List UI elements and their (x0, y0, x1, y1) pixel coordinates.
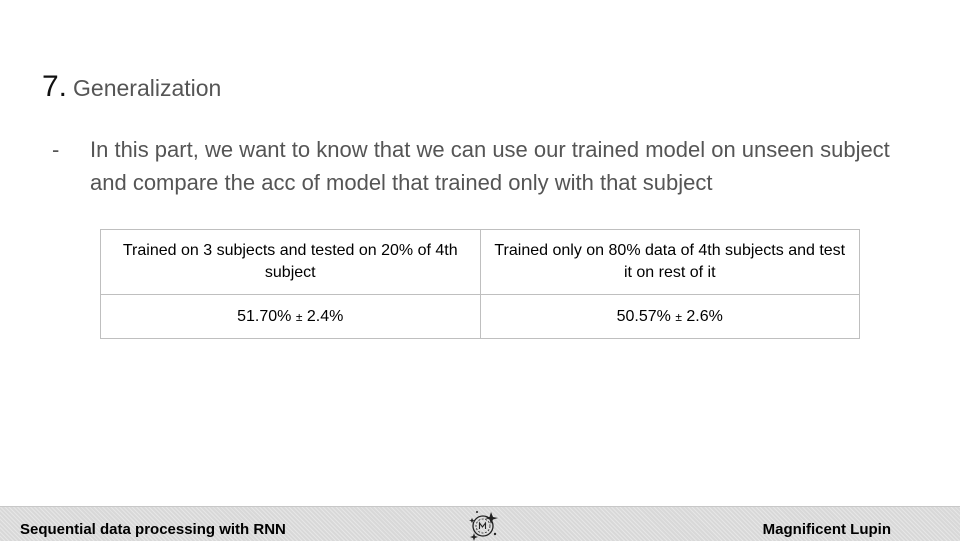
table-cell: 51.70% ± 2.4% (100, 294, 481, 339)
bullet-text: In this part, we want to know that we ca… (90, 137, 890, 195)
table-header-row: Trained on 3 subjects and tested on 20% … (100, 229, 860, 295)
accuracy-error: 2.6% (686, 307, 723, 325)
slide-title: 7. Generalization (42, 70, 221, 104)
footer-author: Magnificent Lupin (762, 521, 891, 538)
accuracy-value: 50.57% (616, 307, 671, 325)
table-header-cell: Trained on 3 subjects and tested on 20% … (100, 229, 481, 295)
table-cell: 50.57% ± 2.6% (479, 294, 860, 339)
plus-minus-sign: ± (295, 309, 303, 324)
footer-presentation-title: Sequential data processing with RNN (20, 521, 286, 538)
table-row: 51.70% ± 2.4% 50.57% ± 2.6% (100, 294, 860, 339)
table-header-cell: Trained only on 80% data of 4th subjects… (479, 229, 860, 295)
accuracy-value: 51.70% (237, 307, 292, 325)
section-number: 7. (42, 70, 68, 103)
bullet-marker: - (52, 137, 60, 162)
accuracy-error: 2.4% (306, 307, 344, 325)
plus-minus-sign: ± (675, 309, 682, 324)
lupin-logo-icon (469, 511, 498, 541)
results-table: Trained on 3 subjects and tested on 20% … (100, 229, 860, 339)
bullet-point: - In this part, we want to know that we … (52, 133, 912, 199)
footer-bar: Sequential data processing with RNN Magn… (0, 506, 960, 541)
section-title: Generalization (73, 75, 222, 101)
